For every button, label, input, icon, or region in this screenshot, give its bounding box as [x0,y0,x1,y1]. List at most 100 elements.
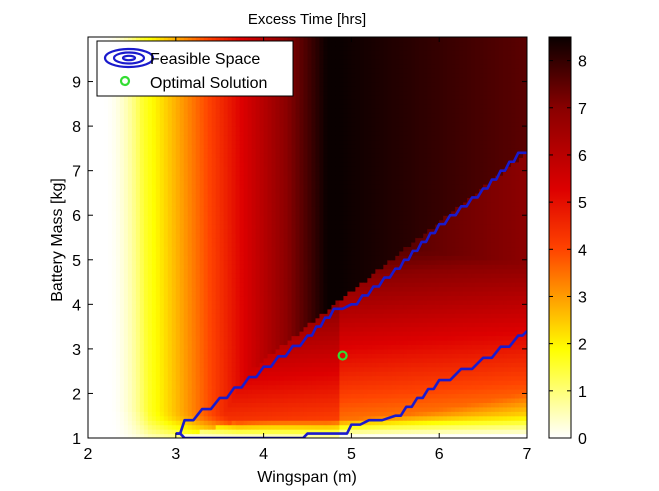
heatmap-cell [199,268,205,274]
heatmap-cell [163,353,169,359]
heatmap-cell [131,393,137,399]
heatmap-cell [303,366,309,372]
heatmap-cell [183,344,189,350]
heatmap-cell [195,384,201,390]
heatmap-cell [243,357,249,363]
heatmap-cell [103,268,109,274]
heatmap-cell [143,380,149,386]
heatmap-cell [235,192,241,198]
heatmap-cell [115,326,121,332]
heatmap-cell [179,375,185,381]
heatmap-cell [171,250,177,256]
heatmap-cell [163,192,169,198]
heatmap-cell [271,277,277,283]
heatmap-cell [195,37,201,43]
heatmap-cell [267,393,273,399]
heatmap-cell [243,290,249,297]
heatmap-cell [227,197,233,203]
heatmap-cell [183,210,189,216]
heatmap-cell [207,308,213,314]
heatmap-cell [203,388,209,395]
heatmap-cell [103,130,109,136]
heatmap-cell [283,157,289,163]
heatmap-cell [167,246,173,252]
heatmap-cell [183,246,189,252]
heatmap-cell [135,335,141,341]
heatmap-cell [107,304,113,310]
heatmap-cell [211,344,217,350]
heatmap-cell [135,402,141,408]
heatmap-cell [263,215,269,221]
heatmap-cell [191,304,197,310]
heatmap-cell [259,37,265,43]
heatmap-cell [135,259,141,265]
heatmap-cell [115,384,121,390]
heatmap-cell [239,206,245,212]
heatmap-cell [143,313,149,319]
heatmap-cell [151,402,157,408]
heatmap-cell [115,143,121,149]
heatmap-cell [107,393,113,399]
heatmap-cell [203,380,209,386]
heatmap-cell [119,335,125,341]
heatmap-cell [135,295,141,301]
heatmap-cell [275,433,281,438]
heatmap-cell [159,273,165,279]
heatmap-cell [171,304,177,310]
heatmap-cell [235,326,241,332]
heatmap-cell [99,317,105,323]
heatmap-cell [255,322,261,328]
heatmap-cell [239,429,245,435]
heatmap-cell [107,433,113,438]
heatmap-cell [215,37,221,43]
heatmap-cell [195,366,201,372]
heatmap-cell [159,366,165,372]
heatmap-cell [175,433,181,438]
heatmap-cell [203,201,209,207]
heatmap-cell [303,353,309,359]
heatmap-cell [115,130,121,136]
heatmap-cell [207,197,213,203]
heatmap-cell [115,170,121,176]
heatmap-cell [135,339,141,346]
heatmap-cell [235,393,241,399]
heatmap-cell [151,246,157,252]
heatmap-cell [227,411,233,417]
heatmap-cell [139,184,145,190]
heatmap-cell [143,99,149,105]
heatmap-cell [183,402,189,408]
heatmap-cell [183,94,189,100]
heatmap-cell [95,215,101,221]
heatmap-cell [303,179,309,185]
heatmap-cell [223,237,229,243]
heatmap-cell [235,259,241,265]
heatmap-cell [219,326,225,332]
heatmap-cell [119,188,125,194]
heatmap-cell [159,170,165,176]
heatmap-cell [283,184,289,190]
heatmap-cell [179,313,185,319]
heatmap-cell [143,215,149,221]
heatmap-cell [219,286,225,292]
heatmap-cell [139,304,145,310]
heatmap-cell [195,161,201,167]
heatmap-cell [231,179,237,185]
heatmap-cell [271,282,277,288]
heatmap-cell [171,286,177,292]
heatmap-cell [243,121,249,127]
heatmap-cell [99,393,105,399]
heatmap-cell [203,348,209,354]
heatmap-cell [307,233,313,239]
heatmap-cell [187,380,193,386]
heatmap-cell [115,362,121,368]
heatmap-cell [227,94,233,100]
heatmap-cell [107,139,113,145]
heatmap-cell [263,308,269,314]
heatmap-cell [267,344,273,350]
heatmap-cell [135,184,141,190]
heatmap-cell [163,170,169,176]
heatmap-cell [107,188,113,194]
heatmap-cell [303,121,309,127]
heatmap-cell [159,415,165,421]
heatmap-cell [127,286,133,292]
